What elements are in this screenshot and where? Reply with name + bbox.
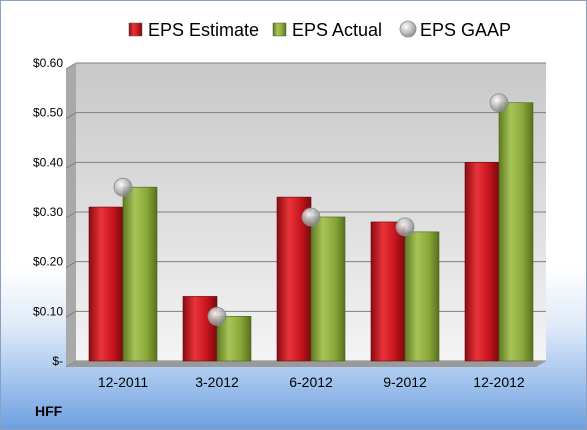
legend-eps-estimate: EPS Estimate bbox=[128, 20, 259, 40]
gridline-side bbox=[65, 161, 77, 169]
bar-eps-actual bbox=[122, 186, 158, 362]
point-eps-gaap bbox=[113, 177, 133, 197]
legend-eps-actual-label: EPS Actual bbox=[292, 20, 382, 40]
gridline-side bbox=[65, 211, 77, 219]
legend-eps-gaap-swatch bbox=[399, 20, 417, 38]
point-eps-gaap bbox=[395, 217, 415, 237]
legend-eps-gaap: EPS GAAP bbox=[399, 20, 511, 40]
legend-eps-actual-swatch bbox=[272, 22, 287, 37]
point-eps-gaap bbox=[207, 306, 227, 326]
bar-eps-estimate bbox=[464, 162, 500, 362]
x-tick-label: 12-2012 bbox=[473, 374, 525, 390]
legend-eps-actual: EPS Actual bbox=[272, 20, 382, 40]
bar-eps-estimate bbox=[370, 221, 406, 362]
y-tick-label: $- bbox=[52, 354, 63, 368]
bar-eps-estimate bbox=[88, 206, 124, 362]
x-tick-label: 6-2012 bbox=[289, 374, 333, 390]
y-tick-label: $0.50 bbox=[33, 106, 63, 120]
bar-eps-actual bbox=[404, 231, 440, 362]
gridline-side bbox=[65, 62, 77, 70]
y-tick-label: $0.30 bbox=[33, 205, 63, 219]
point-eps-gaap bbox=[489, 93, 509, 113]
gridline-side bbox=[65, 261, 77, 269]
plot-floor bbox=[66, 361, 546, 367]
y-tick-label: $0.20 bbox=[33, 255, 63, 269]
y-tick-label: $0.10 bbox=[33, 304, 63, 318]
bar-eps-actual bbox=[310, 216, 346, 362]
y-tick-label: $0.40 bbox=[33, 155, 63, 169]
x-tick-label: 9-2012 bbox=[383, 374, 427, 390]
x-tick-label: 3-2012 bbox=[195, 374, 239, 390]
ticker-label: HFF bbox=[35, 403, 63, 419]
bar-eps-estimate bbox=[182, 296, 218, 362]
gridline-side bbox=[65, 112, 77, 120]
legend-eps-estimate-label: EPS Estimate bbox=[148, 20, 259, 40]
gridline-side bbox=[65, 310, 77, 318]
legend-eps-gaap-label: EPS GAAP bbox=[420, 20, 511, 40]
legend-eps-estimate-swatch bbox=[128, 22, 143, 37]
point-eps-gaap bbox=[301, 207, 321, 227]
x-tick-label: 12-2011 bbox=[98, 374, 149, 390]
bar-eps-actual bbox=[498, 102, 534, 362]
y-tick-label: $0.60 bbox=[33, 56, 63, 70]
